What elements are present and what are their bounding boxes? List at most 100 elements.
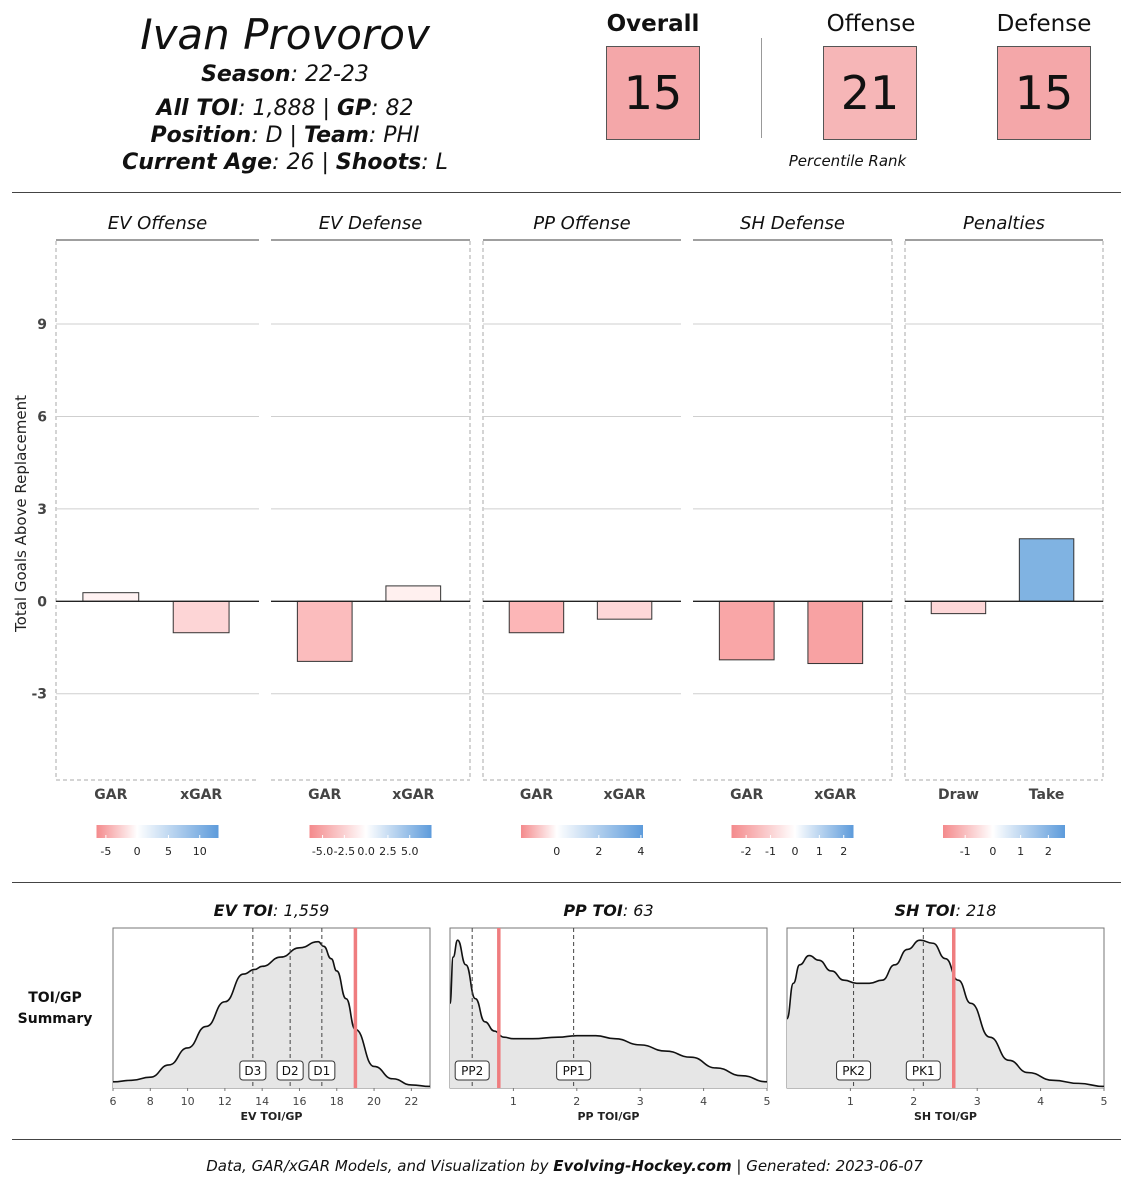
panel-title-ev-offense: EV Offense: [108, 213, 208, 234]
legend-tick-label: -1: [960, 845, 971, 858]
toi-x-axis-label: SH TOI/GP: [914, 1110, 977, 1123]
x-tick-label: 5: [1101, 1095, 1108, 1108]
legend-tick-label: 4: [637, 845, 644, 858]
defense-rank-box: 15: [997, 46, 1091, 140]
x-tick-label: Draw: [938, 787, 979, 803]
role-marker-box: [454, 1060, 490, 1081]
bar-ev-defense-gar: [296, 600, 353, 662]
toi-title-label: SH TOI: [895, 901, 956, 920]
toi-summary-label: Summary: [18, 1011, 93, 1027]
offense-rank-box: 21: [823, 46, 917, 140]
toi-x-axis-label: EV TOI/GP: [241, 1110, 303, 1123]
toi-title-label: PP TOI: [563, 901, 623, 920]
offense-label: Offense: [826, 11, 916, 37]
age-shoots-line: Current Age: 26 | Shoots: L: [122, 150, 448, 175]
legend-tick-label: 0.0: [357, 845, 375, 858]
toi-panel-title: SH TOI: 218: [895, 901, 997, 920]
x-tick-label: 20: [367, 1095, 381, 1108]
legend-tick-label: -5.0: [312, 845, 333, 858]
player-name: Ivan Provorov: [140, 10, 430, 59]
density-area: [450, 940, 767, 1088]
role-marker-box: [276, 1060, 304, 1081]
x-tick-label: Take: [1029, 787, 1065, 803]
x-tick-label: 18: [330, 1095, 344, 1108]
x-tick-label: 2: [910, 1095, 917, 1108]
role-marker-box: [239, 1060, 267, 1081]
legend-tick-label: 0: [553, 845, 560, 858]
defense-label: Defense: [996, 11, 1092, 37]
bar-ev-offense-gar: [82, 592, 140, 602]
x-tick-label: 6: [110, 1095, 117, 1108]
x-tick-label: 2: [573, 1095, 580, 1108]
color-legend-bar: [309, 825, 432, 838]
toi-title-value: : 1,559: [273, 901, 329, 920]
legend-tick-label: 5.0: [401, 845, 419, 858]
overall-label: Overall: [606, 11, 700, 37]
toi-title-label: EV TOI: [214, 901, 273, 920]
x-tick-label: 1: [847, 1095, 854, 1108]
role-marker-d3: D3: [244, 1064, 261, 1078]
toi-panel-title: PP TOI: 63: [563, 901, 653, 920]
footer-divider: [12, 1139, 1121, 1140]
bar-ev-offense-xgar: [172, 600, 230, 634]
y-tick-label: 0: [37, 594, 47, 610]
role-marker-box: [905, 1060, 941, 1081]
legend-tick-label: 0: [989, 845, 996, 858]
toi-x-axis-label: PP TOI/GP: [577, 1110, 639, 1123]
header-divider: [12, 192, 1121, 193]
bar-pp-offense-gar: [508, 600, 565, 634]
legend-tick-label: -5: [100, 845, 111, 858]
panel-title-ev-defense: EV Defense: [319, 213, 423, 234]
role-marker-d2: D2: [282, 1064, 299, 1078]
mid-divider: [12, 882, 1121, 883]
x-tick-label: GAR: [730, 787, 763, 803]
y-axis-label: Total Goals Above Replacement: [12, 395, 30, 633]
y-tick-label: 9: [37, 317, 47, 333]
density-line: [786, 939, 1105, 1088]
toi-title-value: : 63: [623, 901, 654, 920]
color-legend-bar: [731, 825, 854, 838]
legend-tick-label: 0: [791, 845, 798, 858]
legend-tick-label: 0: [134, 845, 141, 858]
bar-pp-offense-xgar: [596, 600, 653, 620]
role-marker-pk2: PK2: [842, 1064, 865, 1078]
x-tick-label: 10: [181, 1095, 195, 1108]
legend-tick-label: -2: [741, 845, 752, 858]
x-tick-label: GAR: [94, 787, 127, 803]
overall-rank-box: 15: [606, 46, 700, 140]
legend-tick-label: 2: [1045, 845, 1052, 858]
toi-summary-label: TOI/GP: [28, 990, 82, 1006]
toi-panel-title: EV TOI: 1,559: [214, 901, 330, 920]
y-tick-label: 6: [37, 409, 47, 425]
panel-title-sh-defense: SH Defense: [740, 213, 845, 234]
season-line: Season: 22-23: [201, 62, 369, 87]
rank-divider: [761, 38, 762, 138]
role-marker-box: [556, 1060, 592, 1081]
x-tick-label: 3: [637, 1095, 644, 1108]
toi-gp-line: All TOI: 1,888 | GP: 82: [156, 96, 414, 121]
gar-bar-chart: Total Goals Above Replacement -3 0 3 6 9 EV Of…: [12, 213, 1104, 858]
x-tick-label: 4: [700, 1095, 707, 1108]
position-team-line: Position: D | Team: PHI: [150, 123, 420, 148]
x-tick-label: xGAR: [180, 787, 222, 803]
role-marker-pk1: PK1: [912, 1064, 935, 1078]
legend-tick-label: 5: [165, 845, 172, 858]
x-tick-label: xGAR: [392, 787, 434, 803]
bar-penalties-draw: [930, 600, 987, 615]
role-marker-box: [308, 1060, 336, 1081]
density-line: [449, 939, 768, 1083]
color-legend-bar: [521, 825, 643, 838]
x-tick-label: xGAR: [814, 787, 856, 803]
legend-tick-label: 2: [595, 845, 602, 858]
panel-title-penalties: Penalties: [963, 213, 1045, 234]
toi-title-value: : 218: [955, 901, 996, 920]
x-tick-label: xGAR: [603, 787, 645, 803]
x-tick-label: 3: [974, 1095, 981, 1108]
x-tick-label: 1: [510, 1095, 517, 1108]
x-tick-label: GAR: [520, 787, 553, 803]
legend-tick-label: 1: [1017, 845, 1024, 858]
bar-ev-defense-xgar: [385, 585, 442, 602]
color-legend-bar: [943, 825, 1065, 838]
role-marker-box: [836, 1060, 872, 1081]
